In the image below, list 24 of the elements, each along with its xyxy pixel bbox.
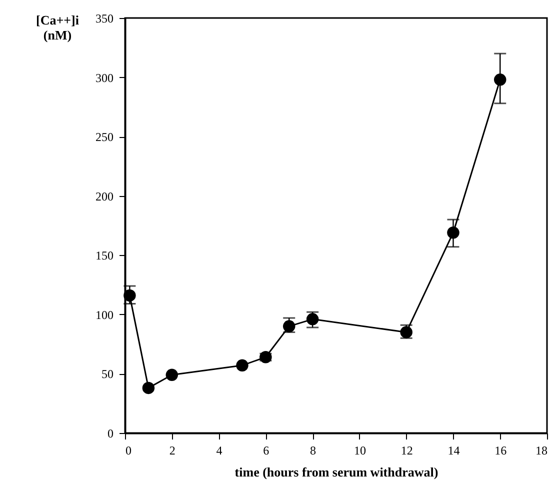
y-tick-label: 250: [96, 130, 114, 144]
point: [142, 382, 155, 394]
x-tick-label: 10: [354, 444, 366, 458]
y-tick-label: 200: [96, 189, 114, 204]
x-tick-label: 2: [169, 444, 176, 458]
x-tick-label: 16: [494, 444, 507, 458]
y-tick-label: 300: [96, 70, 114, 85]
x-tick-label: 18: [536, 444, 548, 458]
x-axis-title: time (hours from serum withdrawal): [234, 464, 438, 480]
x-tick-label: 12: [400, 444, 413, 458]
y-axis-title: [Ca++]i (nM): [36, 12, 80, 42]
x-tick-label: 4: [216, 444, 222, 458]
point: [166, 368, 178, 382]
x-tick-label: 8: [310, 444, 316, 458]
y-tick-label: 50: [102, 367, 114, 382]
point: [494, 74, 506, 86]
point: [236, 359, 248, 372]
x-tick-label: 6: [263, 444, 270, 458]
y-tick-label: 150: [96, 248, 114, 263]
x-tick-label: 0: [126, 444, 132, 458]
x-tick-label: 14: [448, 444, 460, 458]
y-tick-label: 350: [96, 12, 114, 26]
y-tick-label: 100: [96, 308, 114, 322]
y-tick-label: 0: [108, 426, 114, 440]
